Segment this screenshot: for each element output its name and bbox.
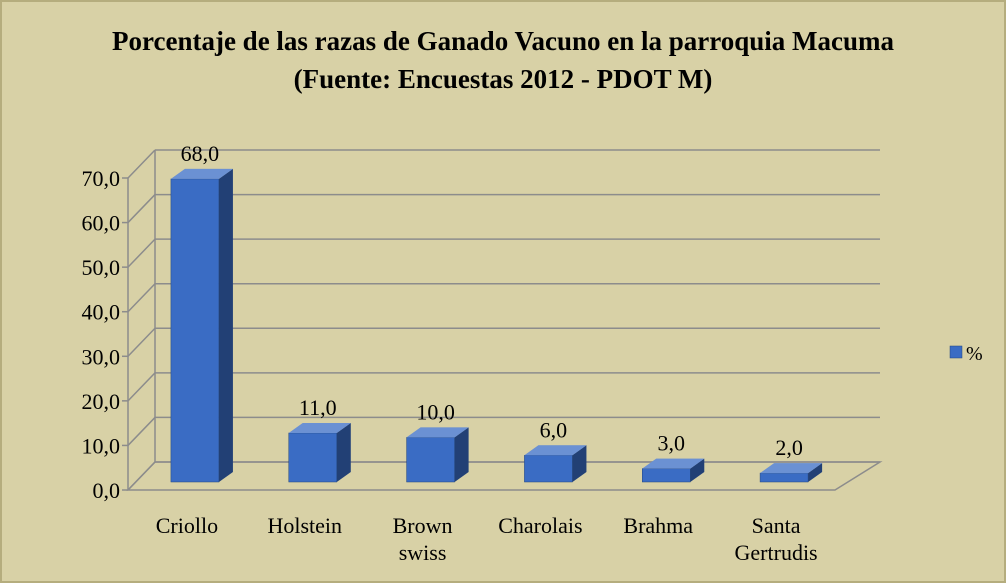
bar-side-shade [218,168,233,482]
bar-side-shade [808,463,823,482]
bar-top-shine [760,463,823,474]
bar-side [572,445,587,482]
bar-top-shine [524,445,587,456]
bar-top-shine [170,168,233,179]
x-tick-label: Criollo [155,513,219,538]
bar-side-shade [336,422,351,482]
y-tick-label: 20,0 [82,389,121,414]
value-label: 10,0 [416,399,455,424]
x-tick-label: Holstein [267,513,343,538]
bar [524,455,573,483]
bar-side-shade [690,458,705,482]
grid-line-side [127,238,156,268]
value-label: 68,0 [181,141,220,166]
grid-line-side [127,372,156,402]
bar-top [760,463,823,474]
grid-line-side [127,283,156,313]
y-tick-label: 60,0 [82,211,121,236]
y-tick-label: 40,0 [82,300,121,325]
value-label: 11,0 [299,395,337,420]
y-tick-label: 70,0 [82,166,121,191]
bar-side [336,422,351,482]
bar-top [524,445,587,456]
bar [759,472,809,483]
grid-line-side [127,461,156,491]
bar-side-shade [572,445,587,482]
bar-side-shade [454,427,469,482]
y-tick-label: 10,0 [82,433,121,458]
bar [170,178,220,483]
value-label: 3,0 [658,431,686,456]
bar [406,437,455,483]
y-tick-label: 0,0 [93,478,121,503]
x-tick-label: Brahma [623,513,694,538]
value-label: 6,0 [540,417,568,442]
bar-top-shine [642,458,705,469]
y-tick-label: 30,0 [82,344,121,369]
grid-line-side [127,194,156,224]
bar-top [642,458,705,469]
bar-side [690,458,705,482]
grid-line-side [127,327,156,357]
legend-label: % [966,343,983,365]
grid-line-side [127,149,156,179]
x-tick-label: Charolais [498,513,583,538]
bar-top [288,422,351,433]
bar-side [808,463,823,482]
bar-top [406,427,469,438]
x-tick-label: Brown swiss [392,513,453,565]
bar-top-shine [288,422,351,433]
bar-top [170,168,233,179]
y-tick-label: 50,0 [82,255,121,280]
title-box: Porcentaje de las razas de Ganado Vacuno… [111,26,894,94]
x-tick-label: Santa Gertrudis [734,513,818,565]
bar [288,432,337,483]
chart-title: Porcentaje de las razas de Ganado Vacuno… [111,26,894,94]
grid-line-side [127,416,156,446]
bar-side [218,168,233,482]
value-label: 2,0 [775,435,803,460]
legend-swatch [949,345,963,359]
bar [642,468,691,483]
bar-side [454,427,469,482]
bar-top-shine [406,427,469,438]
